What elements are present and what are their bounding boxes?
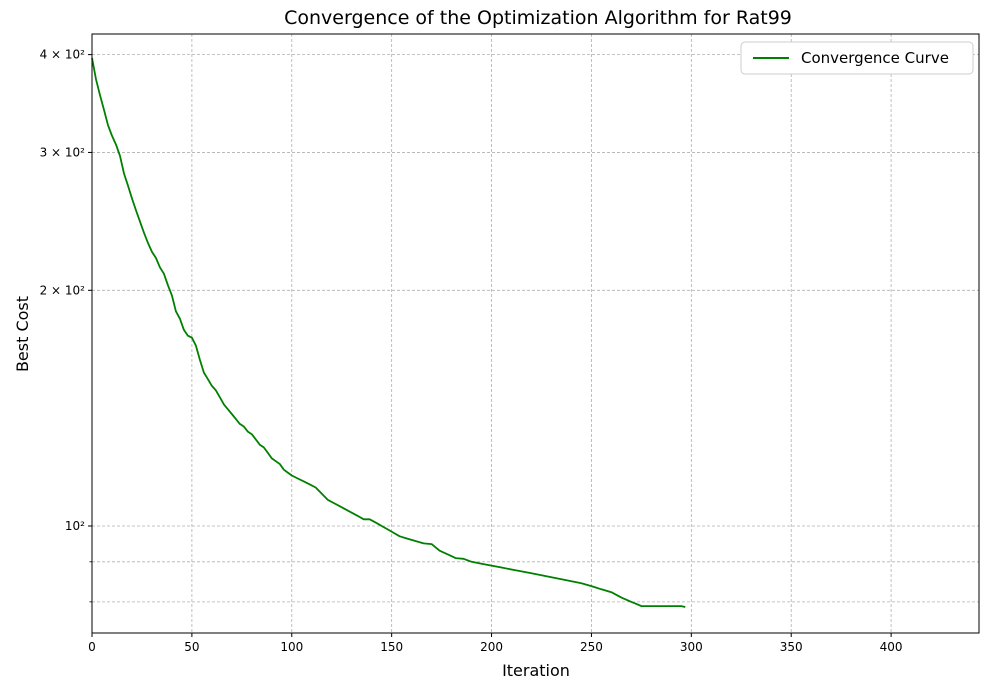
legend-box: [740, 41, 974, 75]
y-tick-label: 10²: [65, 519, 85, 533]
x-tick-label: 350: [780, 640, 803, 654]
x-tick-label: 0: [88, 640, 96, 654]
y-axis-label: Best Cost: [13, 296, 32, 372]
x-tick-label: 50: [184, 640, 199, 654]
legend-label-convergence-curve: Convergence Curve: [801, 49, 949, 67]
series-line-convergence-curve: [91, 57, 686, 608]
x-tick-label: 100: [280, 640, 303, 654]
x-tick-label: 250: [580, 640, 603, 654]
y-tick-label: 2 × 10²: [40, 283, 86, 297]
x-tick-label: 150: [380, 640, 403, 654]
legend: Convergence Curve: [740, 41, 974, 75]
axis-ticks: 0 50 100 150 200 250 300 350 400 4 × 10² 3 × 10² 2 …: [40, 48, 903, 654]
grid-lines: [91, 34, 979, 633]
x-tick-label: 300: [680, 640, 703, 654]
y-tick-label: 4 × 10²: [40, 48, 86, 62]
x-tick-label: 400: [880, 640, 903, 654]
series-layer: [91, 57, 686, 608]
plot-frame: [91, 33, 980, 634]
x-tick-label: 200: [480, 640, 503, 654]
x-axis-label: Iteration: [502, 661, 570, 680]
y-tick-label: 3 × 10²: [40, 145, 86, 159]
chart-title: Convergence of the Optimization Algorith…: [284, 7, 792, 29]
